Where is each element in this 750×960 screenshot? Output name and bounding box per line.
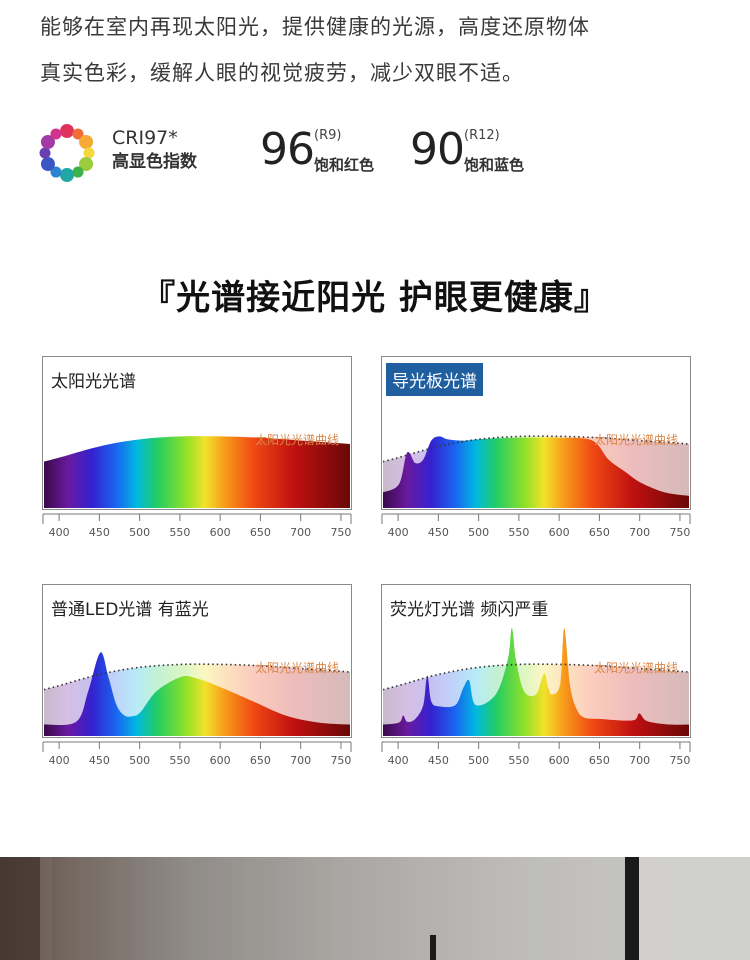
- plot-box: 荧光灯光谱 频闪严重 太阳光光谱曲线: [381, 584, 691, 738]
- intro-line-2: 真实色彩，缓解人眼的视觉疲劳，减少双眼不适。: [40, 61, 524, 85]
- x-tick-label: 500: [129, 754, 150, 767]
- panel-title: 普通LED光谱 有蓝光: [51, 600, 209, 620]
- x-tick-label: 600: [210, 526, 231, 539]
- x-tick-label: 500: [468, 526, 489, 539]
- x-tick-label: 750: [330, 754, 351, 767]
- panel-title: 导光板光谱: [386, 363, 483, 396]
- intro-line-1: 能够在室内再现太阳光，提供健康的光源，高度还原物体: [40, 15, 590, 39]
- plot-box: 导光板光谱 太阳光光谱曲线: [381, 356, 691, 510]
- wheel-dot: [72, 128, 84, 140]
- intro-text: 能够在室内再现太阳光，提供健康的光源，高度还原物体 真实色彩，缓解人眼的视觉疲劳…: [40, 4, 730, 96]
- plot-box: 普通LED光谱 有蓝光 太阳光光谱曲线: [42, 584, 352, 738]
- x-tick-label: 550: [169, 754, 190, 767]
- wheel-dot: [40, 157, 55, 171]
- x-tick-label: 650: [589, 754, 610, 767]
- x-axis: 400 450 500 550 600 650 700 750: [42, 741, 352, 767]
- cri-label: CRI97* 高显色指数: [112, 126, 197, 174]
- x-axis: 400 450 500 550 600 650 700 750: [381, 741, 691, 767]
- spectrum-area: [383, 628, 689, 736]
- metric-r9: 96 (R9) 饱和红色: [260, 124, 374, 180]
- x-tick-label: 500: [468, 754, 489, 767]
- r12-value: 90: [410, 124, 465, 175]
- metric-r12: 90 (R12) 饱和蓝色: [410, 124, 524, 180]
- sun-curve-label: 太阳光光谱曲线: [593, 661, 678, 675]
- x-tick-label: 650: [250, 754, 271, 767]
- spectrum-area: [44, 652, 350, 736]
- wheel-dot: [60, 124, 74, 138]
- panel-title: 荧光灯光谱 频闪严重: [390, 600, 549, 620]
- wheel-dot: [50, 166, 62, 178]
- spectrum-plot: [44, 436, 350, 508]
- wheel-dot: [40, 135, 55, 149]
- panel-title: 太阳光光谱: [51, 372, 136, 392]
- wheel-dot: [39, 147, 51, 159]
- plot-box: 太阳光光谱 太阳光光谱曲线: [42, 356, 352, 510]
- x-tick-label: 400: [49, 526, 70, 539]
- x-axis: 400 450 500 550 600 650 700 750: [42, 513, 352, 539]
- wheel-dot: [60, 168, 74, 182]
- x-tick-label: 700: [290, 526, 311, 539]
- spectrum-plot: [383, 628, 689, 736]
- spectrum-area: [44, 436, 350, 508]
- r9-value: 96: [260, 124, 315, 175]
- wheel-dot: [72, 166, 84, 178]
- wheel-dot: [50, 128, 62, 140]
- headline: 『光谱接近阳光 护眼更健康』: [141, 278, 609, 318]
- x-tick-label: 600: [549, 754, 570, 767]
- spectrum-area: [383, 436, 689, 508]
- x-tick-label: 400: [388, 754, 409, 767]
- cri-row: CRI97* 高显色指数 96 (R9) 饱和红色 90 (R12) 饱和蓝色: [36, 118, 636, 188]
- x-tick-label: 450: [428, 526, 449, 539]
- color-wheel-icon: [39, 124, 95, 182]
- x-tick-label: 750: [669, 754, 690, 767]
- x-tick-label: 450: [89, 754, 110, 767]
- x-tick-label: 750: [669, 526, 690, 539]
- x-tick-label: 550: [508, 526, 529, 539]
- sun-curve-dotted: [383, 435, 689, 463]
- product-photo: [0, 857, 750, 960]
- x-axis: 400 450 500 550 600 650 700 750: [381, 513, 691, 539]
- sun-curve-dotted: [383, 663, 689, 691]
- x-tick-label: 650: [250, 526, 271, 539]
- x-tick-label: 600: [549, 526, 570, 539]
- x-tick-label: 400: [388, 526, 409, 539]
- x-tick-label: 750: [330, 526, 351, 539]
- sun-curve-dotted: [44, 663, 350, 691]
- r9-code: (R9): [314, 128, 342, 143]
- sun-curve-label: 太阳光光谱曲线: [593, 433, 678, 447]
- x-tick-label: 650: [589, 526, 610, 539]
- wheel-dot: [83, 147, 95, 159]
- sun-curve-label: 太阳光光谱曲线: [254, 661, 339, 675]
- wheel-dot: [79, 157, 94, 171]
- r12-desc: 饱和蓝色: [464, 156, 525, 174]
- x-tick-label: 700: [629, 754, 650, 767]
- x-tick-label: 550: [169, 526, 190, 539]
- x-tick-label: 450: [89, 526, 110, 539]
- x-tick-label: 550: [508, 754, 529, 767]
- x-tick-label: 600: [210, 754, 231, 767]
- sun-curve-label: 太阳光光谱曲线: [254, 433, 339, 447]
- x-tick-label: 400: [49, 754, 70, 767]
- x-tick-label: 700: [629, 526, 650, 539]
- wheel-dot: [79, 135, 94, 149]
- r9-desc: 饱和红色: [314, 156, 375, 174]
- spectrum-plot: [383, 435, 689, 508]
- x-tick-label: 700: [290, 754, 311, 767]
- x-tick-label: 500: [129, 526, 150, 539]
- spectrum-plot: [44, 652, 350, 736]
- x-tick-label: 450: [428, 754, 449, 767]
- r12-code: (R12): [464, 128, 500, 143]
- cri-value: CRI97*: [112, 127, 178, 149]
- cri-subtitle: 高显色指数: [112, 152, 197, 172]
